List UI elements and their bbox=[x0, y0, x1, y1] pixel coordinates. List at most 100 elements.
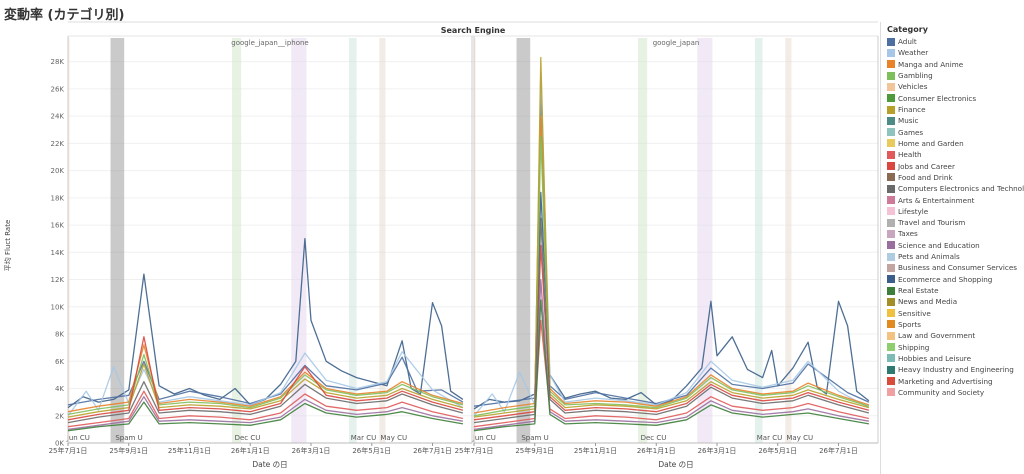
legend-item[interactable]: Travel and Tourism bbox=[887, 217, 1024, 228]
legend-item[interactable]: Science and Education bbox=[887, 240, 1024, 251]
series-line bbox=[67, 344, 464, 413]
x-axis-title: Date の日 bbox=[252, 460, 287, 469]
y-tick-label: 18K bbox=[51, 194, 65, 202]
series-line bbox=[67, 351, 464, 417]
x-tick-label: 25年11月1日 bbox=[574, 446, 617, 455]
legend-item[interactable]: Home and Garden bbox=[887, 138, 1024, 149]
legend-label: Consumer Electronics bbox=[898, 93, 977, 103]
legend-item[interactable]: Games bbox=[887, 127, 1024, 138]
legend-swatch bbox=[887, 263, 895, 272]
y-tick-label: 2K bbox=[55, 412, 64, 420]
y-tick-label: 28K bbox=[51, 58, 65, 66]
y-tick-label: 10K bbox=[51, 303, 65, 311]
legend-item[interactable]: Marketing and Advertising bbox=[887, 375, 1024, 386]
x-tick-label: 26年3月1日 bbox=[292, 446, 331, 455]
legend-item[interactable]: Sports bbox=[887, 319, 1024, 330]
legend-item[interactable]: Adult bbox=[887, 36, 1024, 47]
legend-item[interactable]: Health bbox=[887, 149, 1024, 160]
legend-swatch bbox=[887, 60, 895, 69]
legend-label: Lifestyle bbox=[898, 206, 929, 216]
legend-swatch bbox=[887, 218, 895, 227]
page-title: 変動率 (カテゴリ別) bbox=[4, 8, 125, 23]
event-band bbox=[697, 38, 713, 443]
event-label: Dec CU bbox=[641, 434, 667, 442]
legend-item[interactable]: Manga and Anime bbox=[887, 59, 1024, 70]
legend-label: Marketing and Advertising bbox=[898, 376, 993, 386]
legend-label: News and Media bbox=[898, 297, 958, 307]
legend-item[interactable]: Business and Consumer Services bbox=[887, 262, 1024, 273]
legend-swatch bbox=[887, 275, 895, 284]
x-tick-label: 26年7月1日 bbox=[819, 446, 858, 455]
y-tick-label: 12K bbox=[51, 276, 65, 284]
legend-swatch bbox=[887, 377, 895, 386]
event-band bbox=[68, 38, 70, 443]
y-tick-label: 24K bbox=[51, 113, 65, 121]
legend-item[interactable]: Music bbox=[887, 115, 1024, 126]
column-header: Search Engine bbox=[441, 26, 506, 35]
legend-label: Health bbox=[898, 150, 922, 160]
legend-item[interactable]: Shipping bbox=[887, 341, 1024, 352]
series-line bbox=[473, 244, 870, 421]
legend-label: Pets and Animals bbox=[898, 252, 960, 262]
legend-item[interactable]: Law and Government bbox=[887, 330, 1024, 341]
event-label: May CU bbox=[786, 434, 813, 442]
legend-item[interactable]: Sensitive bbox=[887, 308, 1024, 319]
event-label: Spam U bbox=[115, 434, 142, 442]
legend-item[interactable]: News and Media bbox=[887, 296, 1024, 307]
legend-item[interactable]: Heavy Industry and Engineering bbox=[887, 364, 1024, 375]
event-band bbox=[348, 38, 357, 443]
legend-swatch bbox=[887, 71, 895, 80]
legend-label: Heavy Industry and Engineering bbox=[898, 365, 1014, 375]
legend-item[interactable]: Lifestyle bbox=[887, 206, 1024, 217]
legend-swatch bbox=[887, 309, 895, 318]
legend-item[interactable]: Arts & Entertainment bbox=[887, 194, 1024, 205]
series-line bbox=[67, 363, 464, 418]
legend-item[interactable]: Food and Drink bbox=[887, 172, 1024, 183]
legend-swatch bbox=[887, 343, 895, 352]
legend-item[interactable]: Community and Society bbox=[887, 387, 1024, 398]
legend-swatch bbox=[887, 116, 895, 125]
legend-item[interactable]: Real Estate bbox=[887, 285, 1024, 296]
legend-swatch bbox=[887, 297, 895, 306]
legend-swatch bbox=[887, 241, 895, 250]
legend-swatch bbox=[887, 173, 895, 182]
legend-label: Real Estate bbox=[898, 286, 939, 296]
series-line bbox=[473, 278, 870, 431]
x-tick-label: 25年9月1日 bbox=[109, 446, 148, 455]
legend-label: Travel and Tourism bbox=[898, 218, 966, 228]
legend-item[interactable]: Ecommerce and Shopping bbox=[887, 274, 1024, 285]
line-chart: Search Engine 平均 Fluct Rate 0K 2K 4K 6K 8K 10K 1… bbox=[3, 21, 879, 469]
legend-item[interactable]: Weather bbox=[887, 47, 1024, 58]
x-tick-label: 26年5月1日 bbox=[758, 446, 797, 455]
panel-title: google_japan__iphone bbox=[231, 39, 308, 47]
legend-swatch bbox=[887, 286, 895, 295]
y-tick-label: 22K bbox=[51, 140, 65, 148]
legend-item[interactable]: Gambling bbox=[887, 70, 1024, 81]
x-tick-label: 25年7月1日 bbox=[455, 446, 494, 455]
legend-item[interactable]: Jobs and Career bbox=[887, 160, 1024, 171]
x-tick-label: 26年3月1日 bbox=[698, 446, 737, 455]
legend-item[interactable]: Computers Electronics and Technology bbox=[887, 183, 1024, 194]
series-line bbox=[473, 115, 870, 414]
legend-swatch bbox=[887, 150, 895, 159]
y-tick-label: 26K bbox=[51, 85, 65, 93]
legend-label: Food and Drink bbox=[898, 172, 953, 182]
event-label: Jun CU bbox=[472, 434, 496, 442]
legend-swatch bbox=[887, 196, 895, 205]
legend-label: Science and Education bbox=[898, 240, 980, 250]
legend-swatch bbox=[887, 162, 895, 171]
legend-item[interactable]: Hobbies and Leisure bbox=[887, 353, 1024, 364]
legend-item[interactable]: Vehicles bbox=[887, 81, 1024, 92]
panel-title: google_japan bbox=[653, 39, 700, 47]
x-tick-label: 25年9月1日 bbox=[515, 446, 554, 455]
x-tick-label: 26年5月1日 bbox=[352, 446, 391, 455]
legend-item[interactable]: Taxes bbox=[887, 228, 1024, 239]
legend-item[interactable]: Finance bbox=[887, 104, 1024, 115]
x-tick-label: 26年1月1日 bbox=[231, 446, 270, 455]
series-line bbox=[67, 356, 464, 406]
legend-swatch bbox=[887, 388, 895, 397]
legend-item[interactable]: Consumer Electronics bbox=[887, 93, 1024, 104]
legend-item[interactable]: Pets and Animals bbox=[887, 251, 1024, 262]
legend-swatch bbox=[887, 207, 895, 216]
legend-label: Community and Society bbox=[898, 387, 985, 397]
